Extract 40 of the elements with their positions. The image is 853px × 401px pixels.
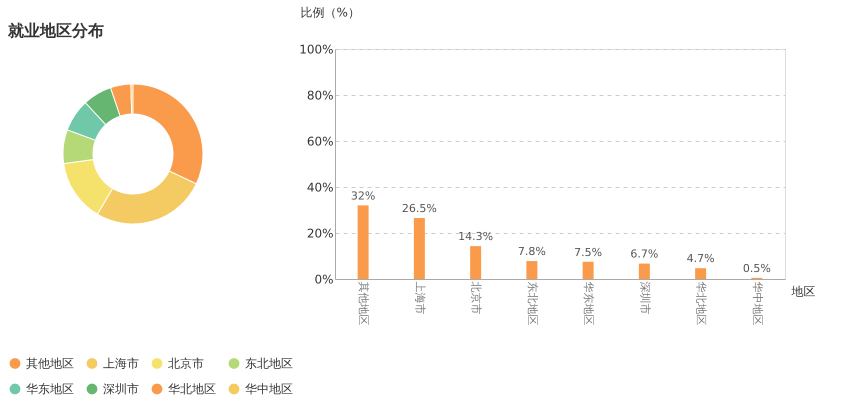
legend-label: 北京市 — [168, 356, 204, 370]
x-tick-label: 其他地区 — [357, 282, 370, 326]
data-label: 14.3% — [458, 230, 494, 244]
y-tick-label: 0% — [314, 272, 334, 286]
x-tick-label: 上海市 — [413, 282, 426, 314]
legend-label: 东北地区 — [245, 356, 293, 370]
x-tick-label: 华北地区 — [694, 282, 708, 326]
chart-title: 就业地区分布 — [7, 21, 104, 40]
data-label: 0.5% — [742, 262, 771, 275]
data-label: 4.7% — [686, 252, 715, 266]
y-tick-label: 80% — [306, 88, 334, 102]
x-axis-title: 地区 — [790, 284, 816, 298]
x-tick-label: 深圳市 — [638, 282, 652, 314]
data-label: 7.5% — [574, 246, 602, 259]
data-label: 6.7% — [630, 248, 658, 261]
legend-label: 华东地区 — [26, 382, 74, 396]
legend-label: 华北地区 — [168, 382, 216, 396]
legend-label: 华中地区 — [245, 382, 293, 396]
x-tick-label: 华中地区 — [750, 282, 764, 326]
data-label: 26.5% — [402, 202, 437, 216]
legend-label: 上海市 — [103, 356, 139, 370]
x-tick-label: 北京市 — [470, 282, 483, 314]
y-tick-label: 100% — [299, 42, 334, 56]
legend-label: 其他地区 — [26, 356, 74, 370]
y-tick-label: 20% — [306, 226, 334, 240]
bar — [638, 264, 650, 279]
bar — [358, 205, 369, 279]
bar — [695, 268, 706, 279]
data-label: 32% — [350, 189, 376, 202]
bar — [470, 246, 482, 279]
x-tick-label: 华东地区 — [582, 282, 596, 326]
y-tick-label: 60% — [306, 134, 334, 148]
y-axis-title: 比例（%） — [300, 6, 360, 20]
x-tick-label: 东北地区 — [526, 282, 539, 326]
bar — [582, 262, 594, 279]
y-tick-label: 40% — [306, 180, 334, 194]
data-label: 7.8% — [518, 245, 546, 258]
bar — [414, 218, 425, 279]
bar — [526, 261, 538, 279]
legend-label: 深圳市 — [103, 382, 139, 396]
